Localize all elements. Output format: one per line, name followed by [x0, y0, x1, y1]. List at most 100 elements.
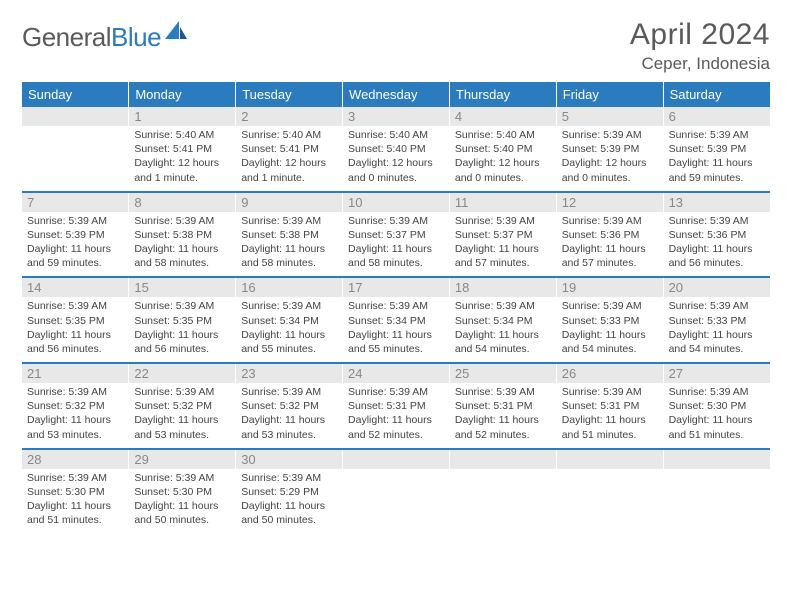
- calendar-cell: 30Sunrise: 5:39 AMSunset: 5:29 PMDayligh…: [236, 449, 343, 534]
- sunrise-line: Sunrise: 5:39 AM: [348, 214, 444, 228]
- day-number: 24: [343, 364, 449, 383]
- day-body: Sunrise: 5:39 AMSunset: 5:34 PMDaylight:…: [236, 297, 342, 362]
- day-number: 6: [664, 107, 770, 126]
- weekday-header: Wednesday: [343, 82, 450, 107]
- sunset-line: Sunset: 5:38 PM: [241, 228, 337, 242]
- sunset-line: Sunset: 5:34 PM: [348, 314, 444, 328]
- daylight-line: Daylight: 11 hours and 50 minutes.: [241, 499, 337, 527]
- daylight-line: Daylight: 11 hours and 55 minutes.: [348, 328, 444, 356]
- day-body: Sunrise: 5:39 AMSunset: 5:31 PMDaylight:…: [557, 383, 663, 448]
- calendar-cell: 26Sunrise: 5:39 AMSunset: 5:31 PMDayligh…: [556, 363, 663, 449]
- day-body: Sunrise: 5:39 AMSunset: 5:39 PMDaylight:…: [664, 126, 770, 191]
- daylight-line: Daylight: 11 hours and 54 minutes.: [562, 328, 658, 356]
- sunrise-line: Sunrise: 5:40 AM: [134, 128, 230, 142]
- daylight-line: Daylight: 11 hours and 54 minutes.: [455, 328, 551, 356]
- sunrise-line: Sunrise: 5:39 AM: [562, 128, 658, 142]
- day-number: 15: [129, 278, 235, 297]
- day-body: Sunrise: 5:39 AMSunset: 5:29 PMDaylight:…: [236, 469, 342, 534]
- day-body: Sunrise: 5:39 AMSunset: 5:32 PMDaylight:…: [129, 383, 235, 448]
- day-body: Sunrise: 5:39 AMSunset: 5:38 PMDaylight:…: [129, 212, 235, 277]
- daylight-line: Daylight: 11 hours and 52 minutes.: [455, 413, 551, 441]
- sunset-line: Sunset: 5:41 PM: [241, 142, 337, 156]
- calendar-body: 1Sunrise: 5:40 AMSunset: 5:41 PMDaylight…: [22, 107, 770, 533]
- daylight-line: Daylight: 11 hours and 59 minutes.: [669, 156, 765, 184]
- sunset-line: Sunset: 5:41 PM: [134, 142, 230, 156]
- day-body-empty: [557, 469, 663, 519]
- header: GeneralBlue April 2024 Ceper, Indonesia: [22, 18, 770, 74]
- day-body: Sunrise: 5:40 AMSunset: 5:40 PMDaylight:…: [343, 126, 449, 191]
- daylight-line: Daylight: 11 hours and 51 minutes.: [669, 413, 765, 441]
- day-body: Sunrise: 5:39 AMSunset: 5:39 PMDaylight:…: [557, 126, 663, 191]
- calendar-week-row: 21Sunrise: 5:39 AMSunset: 5:32 PMDayligh…: [22, 363, 770, 449]
- weekday-header: Monday: [129, 82, 236, 107]
- sunset-line: Sunset: 5:37 PM: [455, 228, 551, 242]
- sunset-line: Sunset: 5:40 PM: [455, 142, 551, 156]
- calendar-cell: 22Sunrise: 5:39 AMSunset: 5:32 PMDayligh…: [129, 363, 236, 449]
- calendar-cell: 3Sunrise: 5:40 AMSunset: 5:40 PMDaylight…: [343, 107, 450, 192]
- day-body: Sunrise: 5:39 AMSunset: 5:30 PMDaylight:…: [22, 469, 128, 534]
- day-number-empty: [557, 450, 663, 469]
- calendar-cell: [343, 449, 450, 534]
- day-body-empty: [343, 469, 449, 519]
- day-number: 20: [664, 278, 770, 297]
- sunrise-line: Sunrise: 5:40 AM: [241, 128, 337, 142]
- calendar-cell: 12Sunrise: 5:39 AMSunset: 5:36 PMDayligh…: [556, 192, 663, 278]
- calendar-cell: 29Sunrise: 5:39 AMSunset: 5:30 PMDayligh…: [129, 449, 236, 534]
- daylight-line: Daylight: 11 hours and 57 minutes.: [455, 242, 551, 270]
- weekday-header: Tuesday: [236, 82, 343, 107]
- sunset-line: Sunset: 5:36 PM: [669, 228, 765, 242]
- day-body: Sunrise: 5:40 AMSunset: 5:41 PMDaylight:…: [236, 126, 342, 191]
- day-number: 23: [236, 364, 342, 383]
- day-body: Sunrise: 5:39 AMSunset: 5:30 PMDaylight:…: [664, 383, 770, 448]
- sunrise-line: Sunrise: 5:39 AM: [562, 385, 658, 399]
- sunset-line: Sunset: 5:30 PM: [669, 399, 765, 413]
- day-number: 11: [450, 193, 556, 212]
- sunset-line: Sunset: 5:40 PM: [348, 142, 444, 156]
- day-number: 28: [22, 450, 128, 469]
- day-body: Sunrise: 5:39 AMSunset: 5:36 PMDaylight:…: [664, 212, 770, 277]
- daylight-line: Daylight: 11 hours and 55 minutes.: [241, 328, 337, 356]
- daylight-line: Daylight: 11 hours and 57 minutes.: [562, 242, 658, 270]
- sunrise-line: Sunrise: 5:39 AM: [455, 385, 551, 399]
- daylight-line: Daylight: 11 hours and 51 minutes.: [562, 413, 658, 441]
- daylight-line: Daylight: 11 hours and 53 minutes.: [27, 413, 123, 441]
- day-number: 21: [22, 364, 128, 383]
- brand-logo: GeneralBlue: [22, 22, 189, 53]
- sunrise-line: Sunrise: 5:39 AM: [348, 299, 444, 313]
- day-number: 17: [343, 278, 449, 297]
- day-body: Sunrise: 5:39 AMSunset: 5:34 PMDaylight:…: [343, 297, 449, 362]
- calendar-cell: [22, 107, 129, 192]
- calendar-cell: 21Sunrise: 5:39 AMSunset: 5:32 PMDayligh…: [22, 363, 129, 449]
- day-body: Sunrise: 5:39 AMSunset: 5:31 PMDaylight:…: [343, 383, 449, 448]
- calendar-cell: [663, 449, 770, 534]
- day-number: 19: [557, 278, 663, 297]
- calendar-cell: 8Sunrise: 5:39 AMSunset: 5:38 PMDaylight…: [129, 192, 236, 278]
- day-number-empty: [664, 450, 770, 469]
- day-number: 7: [22, 193, 128, 212]
- day-body: Sunrise: 5:39 AMSunset: 5:33 PMDaylight:…: [664, 297, 770, 362]
- daylight-line: Daylight: 11 hours and 59 minutes.: [27, 242, 123, 270]
- sunset-line: Sunset: 5:32 PM: [241, 399, 337, 413]
- calendar-cell: 2Sunrise: 5:40 AMSunset: 5:41 PMDaylight…: [236, 107, 343, 192]
- day-number: 27: [664, 364, 770, 383]
- day-number: 30: [236, 450, 342, 469]
- day-number: 8: [129, 193, 235, 212]
- calendar-cell: 13Sunrise: 5:39 AMSunset: 5:36 PMDayligh…: [663, 192, 770, 278]
- title-block: April 2024 Ceper, Indonesia: [630, 18, 770, 74]
- day-number-empty: [343, 450, 449, 469]
- calendar-table: SundayMondayTuesdayWednesdayThursdayFrid…: [22, 82, 770, 533]
- sunrise-line: Sunrise: 5:39 AM: [669, 385, 765, 399]
- day-body-empty: [22, 126, 128, 176]
- calendar-cell: 20Sunrise: 5:39 AMSunset: 5:33 PMDayligh…: [663, 277, 770, 363]
- calendar-cell: 9Sunrise: 5:39 AMSunset: 5:38 PMDaylight…: [236, 192, 343, 278]
- daylight-line: Daylight: 11 hours and 51 minutes.: [27, 499, 123, 527]
- sunrise-line: Sunrise: 5:39 AM: [27, 385, 123, 399]
- page-title: April 2024: [630, 18, 770, 52]
- calendar-cell: 27Sunrise: 5:39 AMSunset: 5:30 PMDayligh…: [663, 363, 770, 449]
- day-number: 2: [236, 107, 342, 126]
- day-number: 1: [129, 107, 235, 126]
- calendar-cell: 19Sunrise: 5:39 AMSunset: 5:33 PMDayligh…: [556, 277, 663, 363]
- sunrise-line: Sunrise: 5:39 AM: [562, 214, 658, 228]
- sunrise-line: Sunrise: 5:39 AM: [562, 299, 658, 313]
- day-body: Sunrise: 5:40 AMSunset: 5:40 PMDaylight:…: [450, 126, 556, 191]
